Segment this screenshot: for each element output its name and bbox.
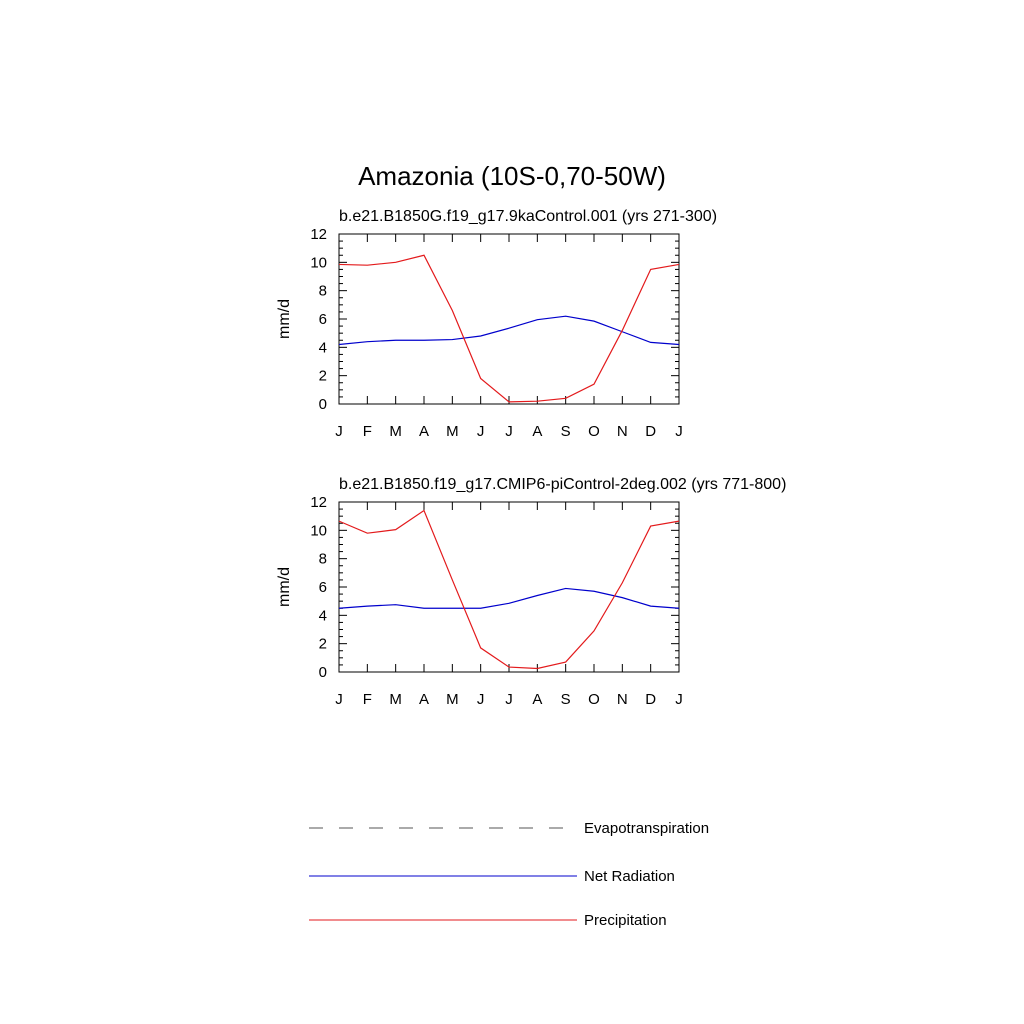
x-tick-label: D: [645, 691, 656, 708]
y-tick-label: 6: [319, 311, 327, 328]
x-tick-label: S: [561, 691, 571, 708]
series-line-net-radiation: [338, 587, 680, 609]
y-axis-label: mm/d: [276, 299, 293, 339]
x-tick-label: J: [675, 691, 683, 708]
x-tick-label: J: [477, 423, 485, 440]
y-tick-label: 10: [310, 254, 327, 271]
x-tick-label: M: [389, 691, 402, 708]
x-tick-label: N: [617, 423, 628, 440]
y-tick-label: 2: [319, 368, 327, 385]
legend-label-evapotranspiration: Evapotranspiration: [584, 820, 709, 837]
panel-top: b.e21.B1850G.f19_g17.9kaControl.001 (yrs…: [276, 208, 717, 440]
x-tick-label: J: [335, 423, 343, 440]
y-tick-label: 6: [319, 579, 327, 596]
legend-label-net-radiation: Net Radiation: [584, 868, 675, 885]
panel-subtitle: b.e21.B1850G.f19_g17.9kaControl.001 (yrs…: [339, 208, 717, 225]
x-tick-label: A: [419, 691, 429, 708]
x-tick-label: J: [675, 423, 683, 440]
x-tick-label: S: [561, 423, 571, 440]
y-tick-label: 2: [319, 636, 327, 653]
y-tick-label: 8: [319, 551, 327, 568]
x-tick-label: J: [505, 423, 513, 440]
legend-label-precipitation: Precipitation: [584, 912, 667, 929]
x-tick-label: J: [505, 691, 513, 708]
x-tick-label: M: [389, 423, 402, 440]
x-tick-label: J: [477, 691, 485, 708]
x-tick-label: M: [446, 691, 459, 708]
main-title: Amazonia (10S-0,70-50W): [358, 161, 666, 191]
x-tick-label: F: [363, 423, 372, 440]
x-tick-label: M: [446, 423, 459, 440]
legend: Evapotranspiration Net Radiation Precipita…: [309, 820, 709, 929]
y-tick-label: 0: [319, 664, 327, 681]
panel-subtitle: b.e21.B1850.f19_g17.CMIP6-piControl-2deg…: [339, 476, 786, 493]
y-tick-label: 4: [319, 607, 327, 624]
x-tick-label: D: [645, 423, 656, 440]
x-tick-label: A: [532, 691, 542, 708]
x-tick-label: O: [588, 691, 600, 708]
x-tick-label: F: [363, 691, 372, 708]
y-tick-label: 12: [310, 226, 327, 243]
y-tick-label: 8: [319, 283, 327, 300]
y-axis-label: mm/d: [276, 567, 293, 607]
series-line-precipitation: [338, 254, 680, 403]
x-tick-label: J: [335, 691, 343, 708]
series-line-precipitation: [338, 509, 680, 670]
x-tick-label: A: [419, 423, 429, 440]
plot-frame: [338, 501, 680, 673]
x-tick-label: N: [617, 691, 628, 708]
y-tick-label: 4: [319, 339, 327, 356]
series-line-net-radiation: [338, 315, 680, 346]
y-tick-label: 0: [319, 396, 327, 413]
x-tick-label: O: [588, 423, 600, 440]
x-tick-label: A: [532, 423, 542, 440]
y-tick-label: 10: [310, 522, 327, 539]
y-tick-label: 12: [310, 494, 327, 511]
panel-bottom: b.e21.B1850.f19_g17.CMIP6-piControl-2deg…: [276, 476, 786, 708]
